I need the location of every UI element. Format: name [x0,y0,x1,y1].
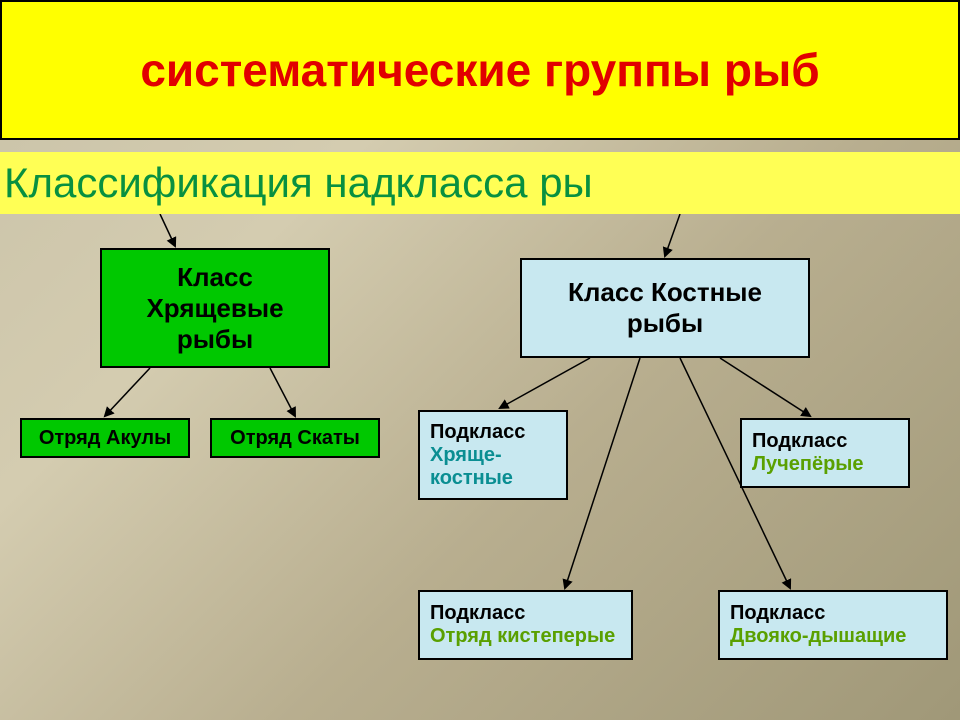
node-label: Класс Костные [568,277,762,308]
node-label: Лучепёрые [752,453,864,476]
node-label: Подкласс [730,602,825,625]
node-label: рыбы [627,308,703,339]
title-bar: систематические группы рыб [0,0,960,140]
node-label: Хрящевые [146,293,283,324]
node-subclass-lungfish: Подкласс Двояко-дышащие [718,590,948,660]
node-label: Отряд Скаты [230,427,360,450]
node-class-cartilaginous: Класс Хрящевые рыбы [100,248,330,368]
node-class-bony: Класс Костные рыбы [520,258,810,358]
node-label: Отряд кистеперые [430,625,615,648]
node-label: Класс [177,262,253,293]
node-subclass-lobe-finned: Подкласс Отряд кистеперые [418,590,633,660]
subtitle-bar: Классификация надкласса ры [0,152,960,214]
subtitle-text: Классификация надкласса ры [4,159,593,207]
node-label: Подкласс [430,602,525,625]
node-label: Подкласс [430,421,525,444]
node-order-sharks: Отряд Акулы [20,418,190,458]
node-subclass-cartilaginous-bony: Подкласс Хряще- костные [418,410,568,500]
node-label: рыбы [177,324,253,355]
node-order-rays: Отряд Скаты [210,418,380,458]
node-subclass-ray-finned: Подкласс Лучепёрые [740,418,910,488]
node-label: Подкласс [752,430,847,453]
node-label: Отряд Акулы [39,427,171,450]
node-label: костные [430,467,513,490]
node-label: Хряще- [430,444,502,467]
node-label: Двояко-дышащие [730,625,906,648]
title-text: систематические группы рыб [140,45,819,96]
